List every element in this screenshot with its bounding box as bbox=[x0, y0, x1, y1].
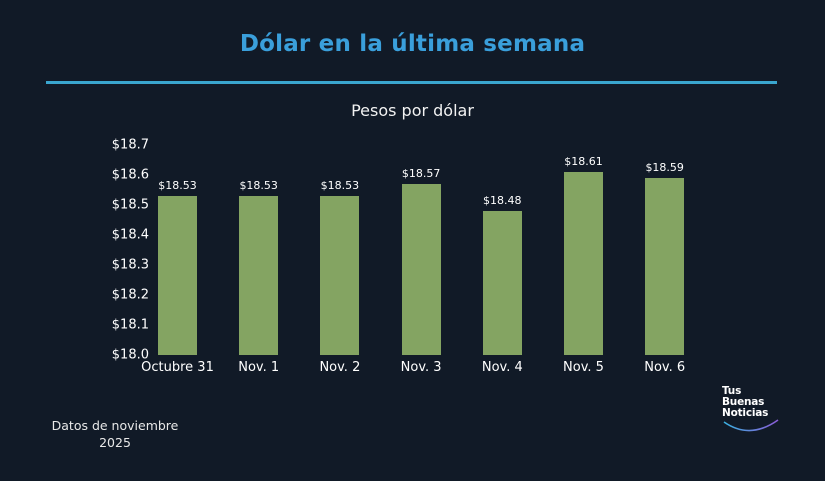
y-axis-tick-label: $18.5 bbox=[111, 197, 149, 213]
bar-value-label: $18.61 bbox=[564, 155, 603, 168]
bar bbox=[401, 184, 441, 355]
x-axis-category-label: Nov. 1 bbox=[238, 360, 280, 375]
x-axis-category-label: Nov. 5 bbox=[563, 360, 604, 375]
tus-buenas-noticias-logo: Tus Buenas Noticias bbox=[722, 386, 782, 436]
bar bbox=[645, 178, 685, 355]
logo-arc-icon bbox=[723, 419, 779, 432]
bar bbox=[158, 196, 197, 355]
x-axis-category-label: Octubre 31 bbox=[141, 360, 214, 375]
chart-title: Dólar en la última semana bbox=[239, 31, 586, 57]
y-axis-tick-label: $18.3 bbox=[111, 257, 149, 273]
x-axis-category-label: Nov. 2 bbox=[319, 360, 361, 375]
y-axis-tick-label: $18.4 bbox=[111, 227, 149, 243]
title-divider bbox=[46, 81, 777, 84]
bar bbox=[564, 172, 603, 355]
bar-value-label: $18.59 bbox=[645, 161, 684, 174]
bar bbox=[239, 196, 279, 355]
x-axis-category-label: Nov. 3 bbox=[400, 360, 442, 375]
logo-line-1: Tus bbox=[722, 385, 742, 397]
bar-value-label: $18.53 bbox=[320, 179, 360, 192]
y-axis-tick-label: $18.0 bbox=[111, 347, 149, 363]
data-source-note: Datos de noviembre 2025 bbox=[35, 417, 195, 451]
note-line-2: 2025 bbox=[99, 435, 131, 450]
bar bbox=[482, 211, 522, 355]
x-axis-category-label: Nov. 4 bbox=[481, 360, 523, 375]
bar-value-label: $18.48 bbox=[483, 194, 522, 207]
note-line-1: Datos de noviembre bbox=[51, 418, 179, 433]
bar-value-label: $18.53 bbox=[239, 179, 278, 192]
bar-value-label: $18.57 bbox=[401, 167, 441, 180]
y-axis-tick-label: $18.6 bbox=[111, 167, 149, 183]
chart-subtitle: Pesos por dólar bbox=[351, 101, 474, 120]
y-axis-tick-label: $18.2 bbox=[111, 287, 149, 303]
logo-line-2: Buenas bbox=[722, 396, 765, 408]
x-axis-category-label: Nov. 6 bbox=[644, 360, 686, 375]
bar bbox=[320, 196, 360, 355]
bar-value-label: $18.53 bbox=[158, 179, 197, 192]
y-axis-tick-label: $18.1 bbox=[111, 317, 149, 333]
logo-line-3: Noticias bbox=[722, 407, 769, 419]
y-axis-tick-label: $18.7 bbox=[111, 137, 149, 153]
